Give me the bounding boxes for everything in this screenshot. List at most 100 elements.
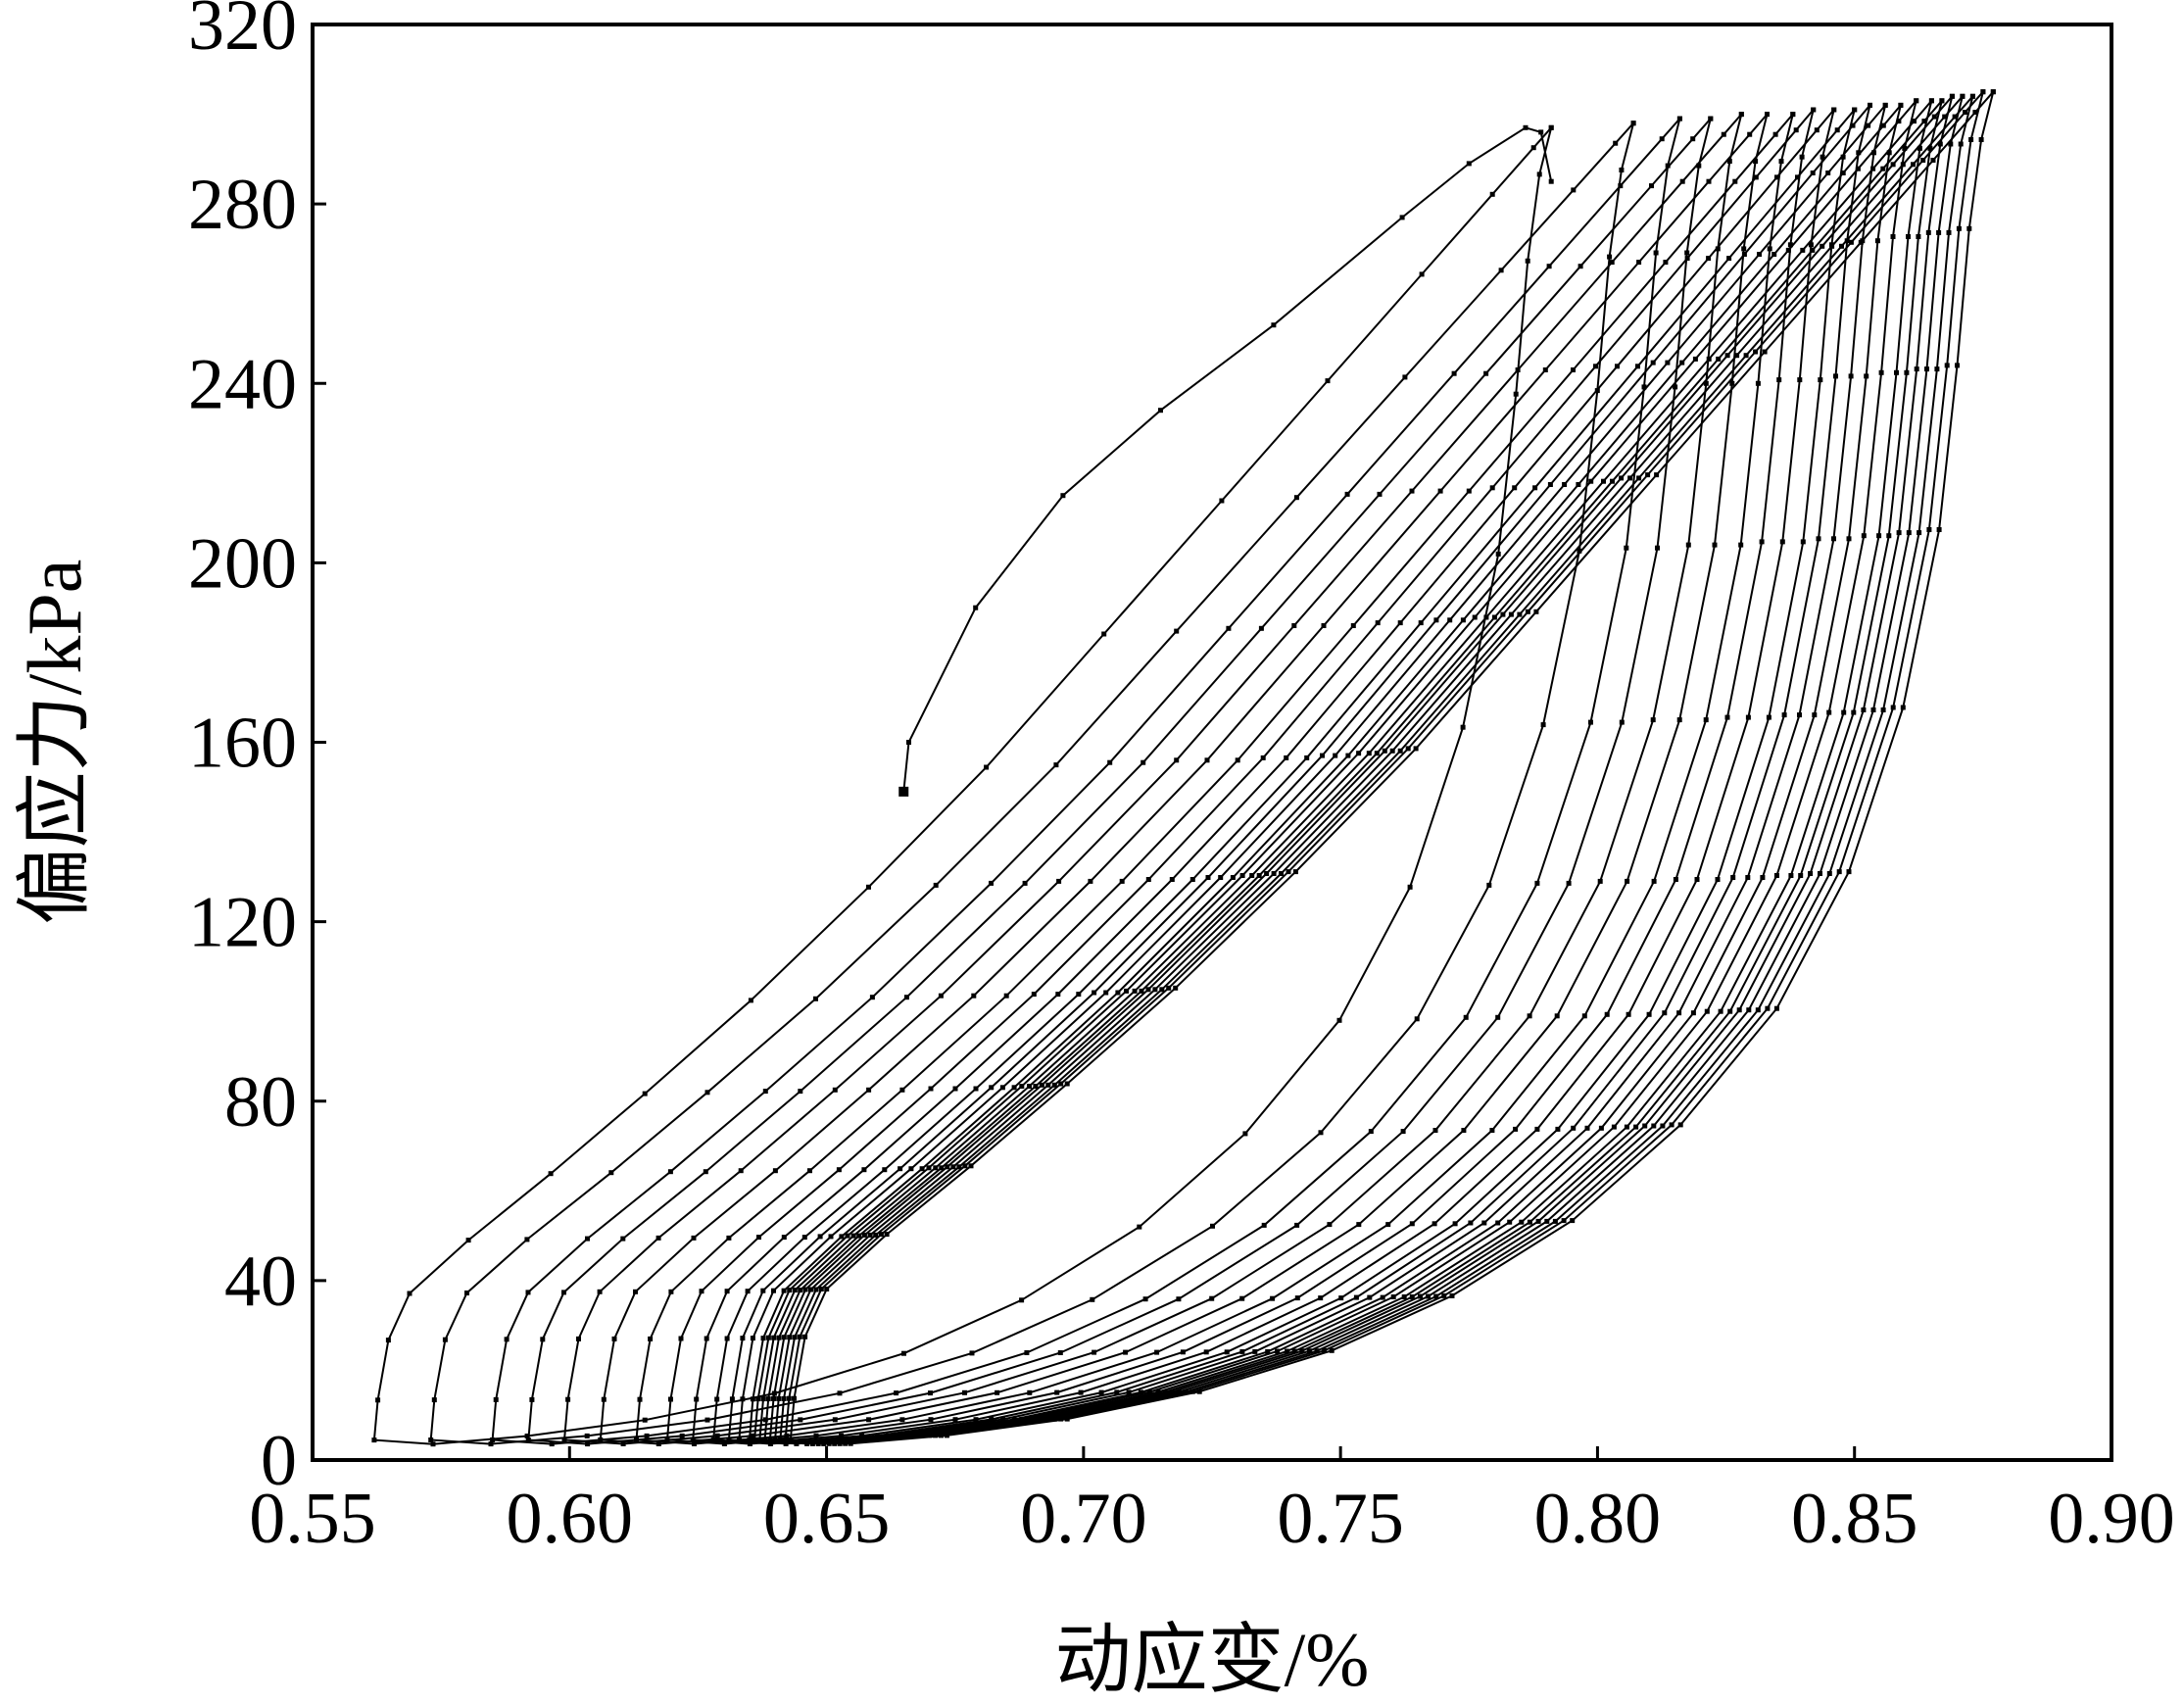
data-marker (1078, 1389, 1084, 1395)
data-marker (1142, 1296, 1148, 1302)
data-marker (1765, 112, 1770, 118)
data-marker (1534, 1126, 1540, 1132)
data-marker (1757, 252, 1762, 257)
data-marker (1210, 1223, 1215, 1229)
data-marker (1060, 493, 1066, 499)
data-marker (1275, 1348, 1281, 1354)
data-marker (1952, 114, 1958, 120)
data-marker (1795, 174, 1800, 180)
data-marker (664, 1437, 670, 1442)
data-marker (1397, 620, 1403, 626)
data-marker (1760, 875, 1766, 880)
data-marker (1619, 719, 1625, 725)
data-marker (1934, 366, 1940, 372)
data-marker (1911, 162, 1916, 168)
data-marker (1676, 116, 1682, 122)
data-marker (1651, 878, 1657, 884)
data-marker (956, 1164, 962, 1170)
data-marker (1508, 611, 1514, 617)
data-marker (1738, 112, 1744, 118)
data-marker (1548, 124, 1554, 130)
data-marker (524, 1237, 530, 1242)
data-marker (1890, 234, 1896, 239)
data-marker (807, 1168, 812, 1174)
data-marker (1880, 707, 1886, 712)
data-marker (1390, 1294, 1396, 1299)
data-marker (1755, 1007, 1761, 1013)
data-marker (1651, 1123, 1657, 1129)
data-marker (644, 1433, 650, 1438)
data-marker (1928, 98, 1934, 104)
data-marker (1401, 1294, 1407, 1299)
data-marker (1747, 131, 1753, 137)
y-tick-label: 160 (188, 704, 297, 784)
data-marker (1527, 1013, 1532, 1019)
data-marker (1483, 370, 1489, 376)
data-marker (1107, 759, 1113, 765)
data-marker (1466, 161, 1472, 167)
data-marker (1765, 1005, 1771, 1011)
data-marker (1781, 712, 1787, 718)
data-marker (1878, 369, 1884, 375)
data-marker (1677, 1122, 1683, 1128)
data-marker (1630, 121, 1636, 126)
data-marker (1588, 478, 1594, 484)
data-marker (1344, 491, 1350, 497)
data-marker (1588, 719, 1593, 725)
data-marker (431, 1397, 437, 1403)
data-marker (1797, 377, 1803, 383)
data-marker (856, 1233, 862, 1239)
data-marker (792, 1395, 797, 1401)
data-marker (1284, 755, 1289, 760)
data-marker (1495, 1220, 1501, 1226)
data-marker (1766, 714, 1771, 720)
data-marker (1785, 247, 1791, 253)
data-marker (740, 1336, 746, 1341)
data-marker (1027, 1389, 1033, 1395)
data-marker (1906, 530, 1912, 536)
data-marker (1679, 360, 1685, 365)
data-marker (873, 1232, 879, 1238)
y-tick-label: 280 (188, 165, 297, 245)
data-marker (756, 1235, 761, 1241)
data-marker (1969, 93, 1975, 99)
data-marker (1517, 611, 1523, 617)
data-marker (740, 1396, 746, 1402)
data-marker (1137, 1224, 1142, 1230)
data-marker (1322, 1347, 1328, 1353)
data-marker (1571, 187, 1577, 193)
x-axis: 0.55 0.60 0.65 0.70 0.75 0.80 0.85 0.90 (249, 1446, 2175, 1559)
data-marker (601, 1396, 607, 1402)
data-marker (1944, 363, 1950, 368)
data-marker (714, 1433, 720, 1438)
data-marker (1183, 1388, 1189, 1394)
data-marker (1851, 709, 1857, 715)
data-marker (777, 1437, 783, 1442)
x-tick-label: 0.90 (2048, 1479, 2175, 1559)
data-marker (973, 605, 979, 610)
data-marker (721, 1441, 727, 1446)
data-marker (813, 996, 818, 1001)
data-marker (1743, 353, 1749, 359)
data-marker (962, 1389, 967, 1395)
data-marker (1090, 1296, 1095, 1302)
data-marker (1712, 542, 1718, 548)
hysteresis-loop (429, 122, 1635, 1445)
data-marker (1318, 1130, 1324, 1136)
data-marker (620, 1441, 626, 1446)
data-marker (1808, 242, 1814, 248)
data-marker (1299, 1348, 1305, 1354)
data-marker (1385, 1222, 1391, 1228)
data-marker (968, 1163, 974, 1169)
data-marker (802, 1334, 808, 1340)
data-marker (1577, 548, 1582, 554)
data-marker (1155, 1389, 1161, 1395)
data-marker (984, 764, 990, 770)
data-marker (1389, 748, 1395, 754)
data-marker (1716, 356, 1722, 362)
data-marker (1906, 234, 1911, 239)
data-marker (1176, 1388, 1182, 1394)
data-marker (1115, 990, 1121, 996)
data-marker (1902, 145, 1908, 151)
data-marker (1846, 869, 1852, 875)
